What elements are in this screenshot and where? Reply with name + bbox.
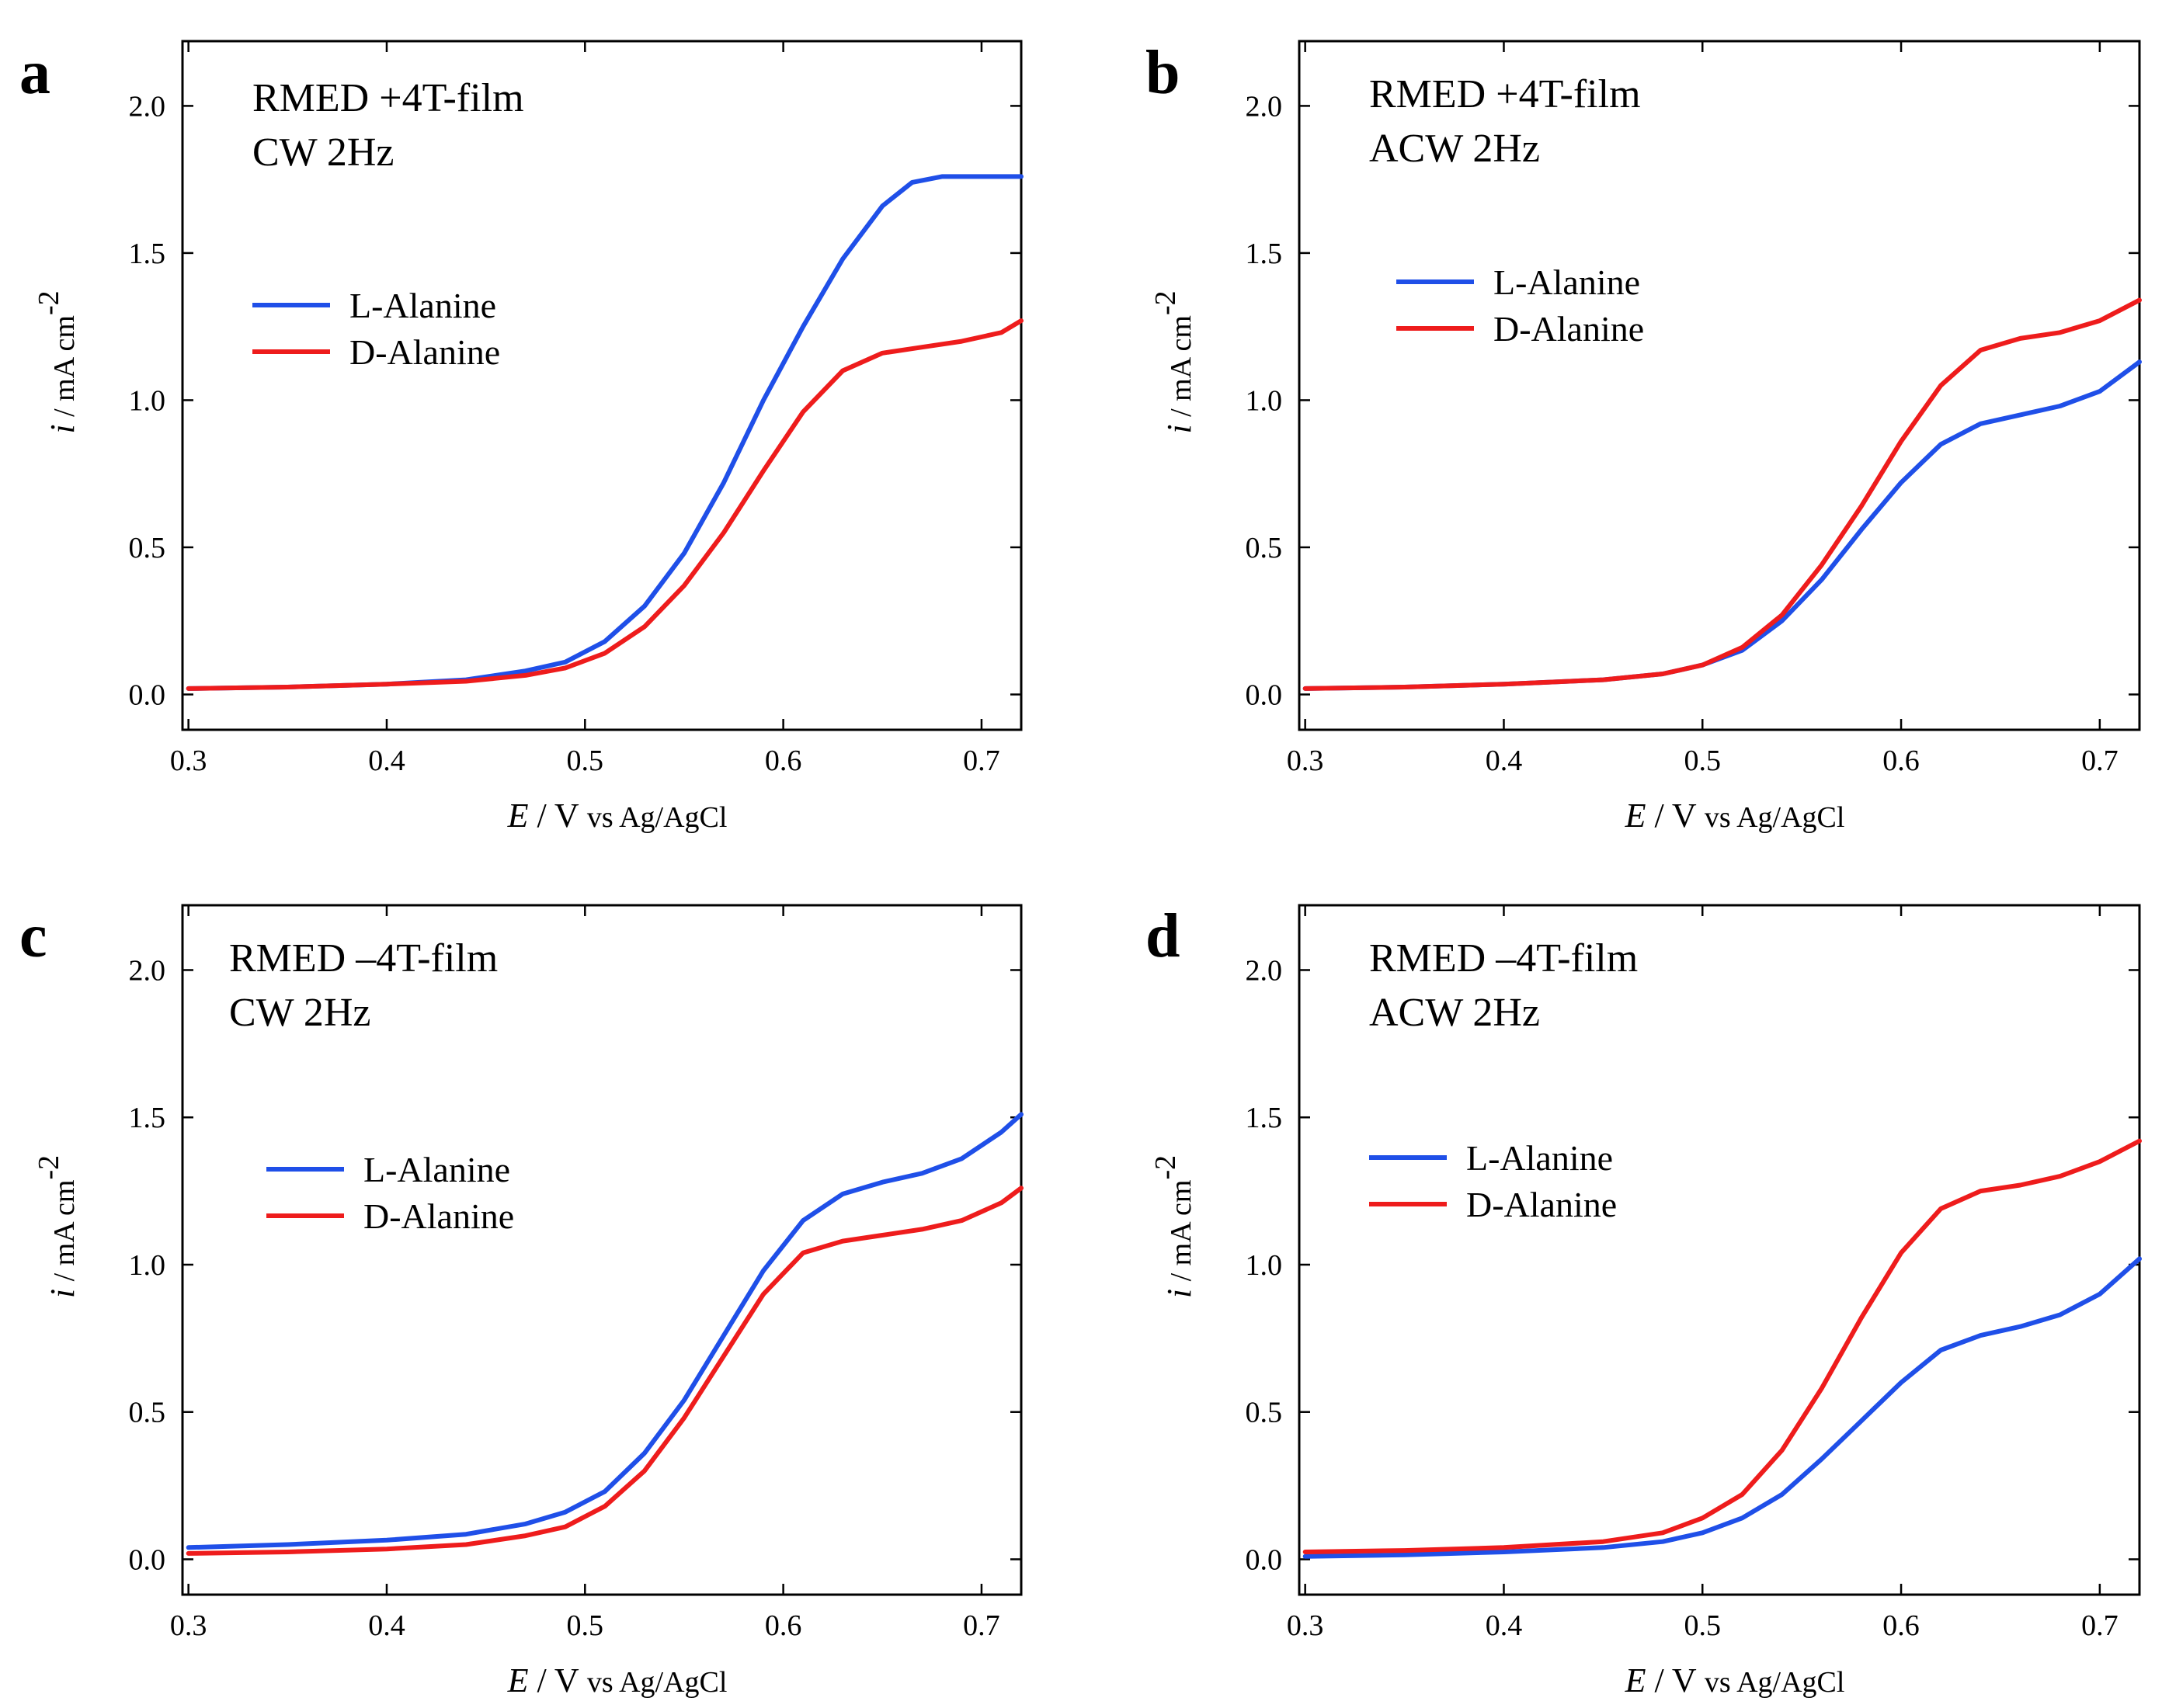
legend-label: L-Alanine [349, 286, 496, 325]
panel-a: a 0.3 0.4 0.5 0.6 0.7 0.0 0.5 1.0 1.5 2.0 E / V vs … [19, 39, 1024, 835]
x-tick-label: 0.3 [1287, 745, 1324, 777]
y-tick-label: 1.0 [129, 384, 166, 417]
panel-d: d 0.3 0.4 0.5 0.6 0.7 0.0 0.5 1.0 1.5 2.0 E / V vs … [1145, 902, 2142, 1699]
legend-label: D-Alanine [1493, 309, 1644, 349]
annotation-line: RMED –4T-film [1369, 936, 1638, 981]
panel-c: c 0.3 0.4 0.5 0.6 0.7 0.0 0.5 1.0 1.5 2.0 E / V vs … [19, 902, 1024, 1699]
legend-label: D-Alanine [349, 332, 500, 372]
x-tick-label: 0.6 [1882, 1609, 1920, 1642]
x-tick-label: 0.3 [170, 1609, 207, 1642]
annotation-line: CW 2Hz [229, 991, 370, 1035]
x-tick-label: 0.5 [567, 745, 604, 777]
legend-label: L-Alanine [363, 1150, 510, 1189]
plot-frame [181, 904, 1023, 1596]
y-tick-label: 1.5 [129, 238, 166, 270]
x-tick-label: 0.6 [765, 1609, 802, 1642]
x-tick-label: 0.6 [1882, 745, 1920, 777]
series-line-d-alanine [186, 318, 1024, 691]
annotation-line: RMED +4T-film [1369, 72, 1641, 116]
annotation-line: RMED +4T-film [252, 76, 524, 120]
panel-letter: c [19, 902, 47, 970]
x-tick-label: 0.5 [1684, 1609, 1722, 1642]
y-tick-label: 0.0 [129, 1543, 166, 1576]
panel-letter: a [19, 39, 50, 107]
x-axis-title: E / V vs Ag/AgCl [507, 797, 728, 835]
series-line-l-alanine [186, 174, 1024, 691]
series-line-l-alanine [1302, 359, 2142, 691]
x-tick-label: 0.3 [1287, 1609, 1324, 1642]
y-tick-label: 2.0 [129, 954, 166, 987]
series-line-d-alanine [1302, 297, 2142, 691]
x-tick-label: 0.6 [765, 745, 802, 777]
x-axis-title: E / V vs Ag/AgCl [1625, 797, 1845, 835]
annotation-line: ACW 2Hz [1369, 991, 1540, 1035]
x-tick-label: 0.4 [1486, 745, 1523, 777]
y-tick-label: 0.5 [1246, 1397, 1283, 1429]
y-tick-label: 1.5 [1246, 1102, 1283, 1134]
annotation-line: ACW 2Hz [1369, 127, 1540, 171]
series-line-d-alanine [186, 1186, 1024, 1556]
plot-frame [1298, 904, 2141, 1596]
y-tick-label: 2.0 [1246, 90, 1283, 123]
legend-label: D-Alanine [1466, 1185, 1617, 1224]
x-tick-label: 0.4 [368, 745, 405, 777]
plot-frame [1298, 40, 2141, 731]
x-tick-label: 0.3 [170, 745, 207, 777]
plot-frame [181, 40, 1023, 731]
y-tick-label: 2.0 [129, 90, 166, 123]
y-tick-label: 0.0 [1246, 1543, 1283, 1576]
y-tick-label: 0.5 [129, 1397, 166, 1429]
y-tick-label: 1.0 [1246, 1249, 1283, 1282]
legend-label: D-Alanine [363, 1196, 514, 1236]
annotation-line: CW 2Hz [252, 130, 394, 175]
x-tick-label: 0.7 [2081, 745, 2119, 777]
y-tick-label: 1.0 [129, 1249, 166, 1282]
y-axis-title: i / mA cm-2 [1149, 1155, 1198, 1298]
x-tick-label: 0.7 [963, 1609, 1000, 1642]
series-line-d-alanine [1302, 1138, 2142, 1554]
x-tick-label: 0.5 [1684, 745, 1722, 777]
y-axis-title: i / mA cm-2 [33, 1155, 82, 1298]
y-tick-label: 0.0 [1246, 679, 1283, 712]
panel-letter: d [1145, 902, 1180, 970]
y-axis-title: i / mA cm-2 [33, 290, 82, 433]
y-tick-label: 0.5 [1246, 532, 1283, 564]
y-tick-label: 0.0 [129, 679, 166, 712]
annotation-line: RMED –4T-film [229, 936, 498, 981]
legend-label: L-Alanine [1466, 1138, 1613, 1178]
x-tick-label: 0.7 [2081, 1609, 2119, 1642]
y-tick-label: 1.0 [1246, 384, 1283, 417]
series-line-l-alanine [186, 1112, 1024, 1550]
y-tick-label: 2.0 [1246, 954, 1283, 987]
legend-label: L-Alanine [1493, 262, 1640, 302]
panel-b: b 0.3 0.4 0.5 0.6 0.7 0.0 0.5 1.0 1.5 2.0 E / V vs … [1145, 39, 2142, 835]
y-axis-title: i / mA cm-2 [1149, 290, 1198, 433]
x-tick-label: 0.7 [963, 745, 1000, 777]
y-tick-label: 1.5 [1246, 238, 1283, 270]
y-tick-label: 1.5 [129, 1102, 166, 1134]
x-axis-title: E / V vs Ag/AgCl [507, 1661, 728, 1699]
x-tick-label: 0.4 [1486, 1609, 1523, 1642]
series-line-l-alanine [1302, 1256, 2142, 1559]
y-tick-label: 0.5 [129, 532, 166, 564]
x-axis-title: E / V vs Ag/AgCl [1625, 1661, 1845, 1699]
x-tick-label: 0.5 [567, 1609, 604, 1642]
x-tick-label: 0.4 [368, 1609, 405, 1642]
panel-letter: b [1145, 39, 1180, 107]
